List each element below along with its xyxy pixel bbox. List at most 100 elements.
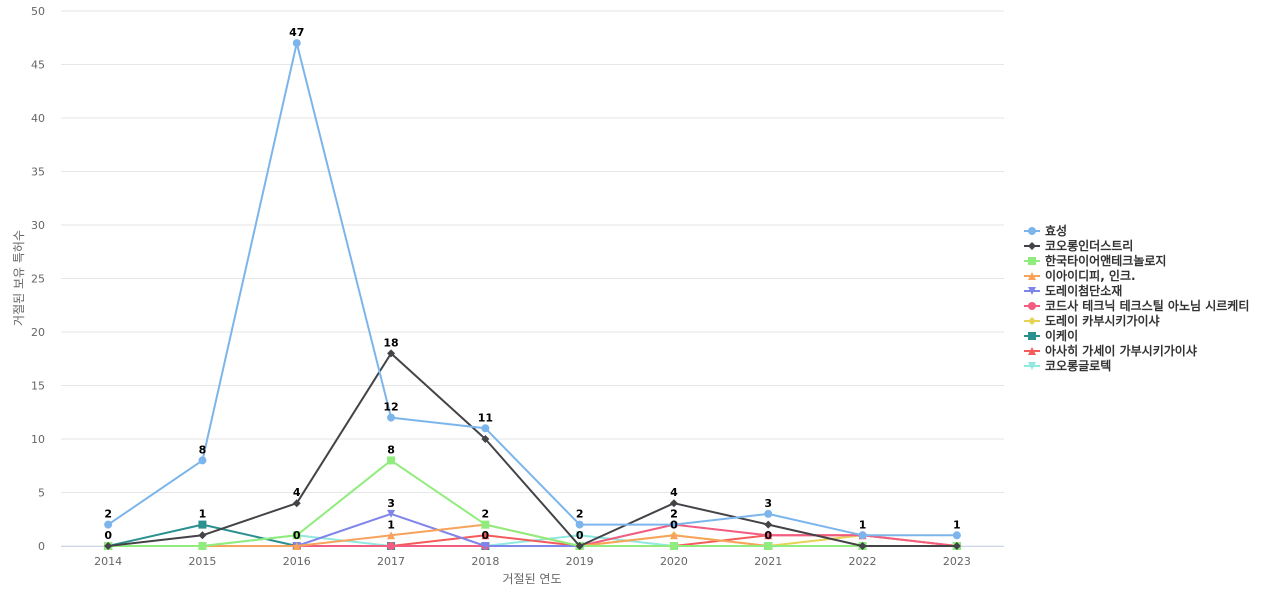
data-label: 8 xyxy=(387,443,395,456)
y-tick-label: 15 xyxy=(31,380,45,393)
data-point xyxy=(481,531,490,540)
x-tick-label: 2020 xyxy=(660,555,688,568)
legend-label: 이아이디피, 인크. xyxy=(1045,268,1136,283)
data-point xyxy=(481,424,490,433)
legend-label: 도레이첨단소재 xyxy=(1045,283,1122,298)
legend-label: 코드사 테크닉 테크스틸 아노님 시르케티 xyxy=(1045,298,1249,313)
data-point xyxy=(858,531,867,540)
y-tick-label: 20 xyxy=(31,326,45,339)
data-point xyxy=(481,542,490,550)
legend-item[interactable]: 코오롱인더스트리 xyxy=(1024,238,1133,253)
y-tick-label: 35 xyxy=(31,166,45,179)
data-point xyxy=(669,542,678,550)
legend-marker xyxy=(1028,272,1036,280)
legend-item[interactable]: 코오롱글로텍 xyxy=(1024,358,1111,373)
series xyxy=(104,39,961,540)
data-point xyxy=(764,520,773,529)
legend-marker xyxy=(1028,347,1036,355)
data-label: 1 xyxy=(199,508,207,521)
legend-label: 코오롱인더스트리 xyxy=(1045,238,1133,253)
y-tick-label: 10 xyxy=(31,433,45,446)
legend-item[interactable]: 한국타이어앤테크놀로지 xyxy=(1024,253,1166,268)
data-label: 2 xyxy=(670,508,678,521)
data-label: 3 xyxy=(764,497,772,510)
data-point xyxy=(669,531,678,540)
series-lines xyxy=(104,39,961,550)
data-point xyxy=(764,509,773,518)
data-label: 1 xyxy=(387,518,395,531)
data-label: 0 xyxy=(576,529,584,542)
data-label: 2 xyxy=(576,508,584,521)
data-label: 18 xyxy=(383,336,398,349)
data-point xyxy=(387,542,396,550)
data-label: 47 xyxy=(289,26,304,39)
legend-label: 한국타이어앤테크놀로지 xyxy=(1045,253,1166,268)
data-point xyxy=(387,349,396,358)
data-point xyxy=(481,520,490,529)
x-tick-label: 2019 xyxy=(566,555,594,568)
data-point xyxy=(387,509,396,518)
data-label: 0 xyxy=(764,529,772,542)
legend-label: 도레이 카부시키가이샤 xyxy=(1045,313,1160,328)
data-point xyxy=(481,435,490,443)
series xyxy=(104,509,961,550)
legend-item[interactable]: 코드사 테크닉 테크스틸 아노님 시르케티 xyxy=(1024,298,1249,313)
data-point xyxy=(387,531,396,540)
data-point xyxy=(952,542,961,550)
x-tick-label: 2021 xyxy=(754,555,782,568)
data-label: 3 xyxy=(387,497,395,510)
data-point xyxy=(858,542,867,550)
series xyxy=(104,531,961,550)
legend-marker xyxy=(1028,227,1036,235)
series-line xyxy=(108,352,957,547)
data-point xyxy=(575,531,584,540)
data-label: 12 xyxy=(383,401,398,414)
data-label: 0 xyxy=(670,518,678,531)
legend-item[interactable]: 이아이디피, 인크. xyxy=(1024,268,1136,283)
data-point xyxy=(198,531,207,540)
data-point xyxy=(198,456,207,465)
data-point xyxy=(669,499,678,508)
legend-marker xyxy=(1028,317,1036,325)
grid-lines xyxy=(61,10,1004,547)
x-tick-label: 2014 xyxy=(94,555,122,568)
data-label: 2 xyxy=(104,508,112,521)
data-label: 2 xyxy=(670,508,678,521)
series-line xyxy=(108,459,957,547)
data-point xyxy=(292,542,301,550)
data-point xyxy=(292,499,301,508)
legend-item[interactable]: 도레이첨단소재 xyxy=(1024,283,1122,298)
data-label: 11 xyxy=(478,411,493,424)
series-line xyxy=(108,534,957,547)
data-point xyxy=(575,542,584,550)
data-point xyxy=(669,520,678,529)
legend-label: 효성 xyxy=(1045,224,1067,238)
data-point xyxy=(575,520,584,529)
legend-marker xyxy=(1028,242,1036,250)
data-label: 1 xyxy=(953,518,961,531)
legend-item[interactable]: 이케이 xyxy=(1024,328,1078,343)
data-point xyxy=(764,531,773,540)
data-point xyxy=(292,39,301,48)
data-point xyxy=(387,456,396,465)
y-tick-label: 40 xyxy=(31,112,45,125)
data-label: 8 xyxy=(199,443,207,456)
data-label: 1 xyxy=(859,518,867,531)
legend-marker xyxy=(1028,332,1036,340)
legend-item[interactable]: 효성 xyxy=(1024,224,1067,238)
y-axis-title: 거절된 보유 특허수 xyxy=(12,230,26,326)
legend-item[interactable]: 아사히 가세이 가부시키가이샤 xyxy=(1024,343,1197,358)
legend-label: 아사히 가세이 가부시키가이샤 xyxy=(1045,343,1197,358)
data-label: 0 xyxy=(104,529,112,542)
legend-marker xyxy=(1028,362,1036,370)
legend-marker xyxy=(1028,302,1036,310)
x-tick-label: 2015 xyxy=(188,555,216,568)
legend-label: 코오롱글로텍 xyxy=(1045,358,1111,373)
legend-marker xyxy=(1028,257,1036,265)
data-label: 4 xyxy=(293,486,301,499)
legend-item[interactable]: 도레이 카부시키가이샤 xyxy=(1024,313,1160,328)
